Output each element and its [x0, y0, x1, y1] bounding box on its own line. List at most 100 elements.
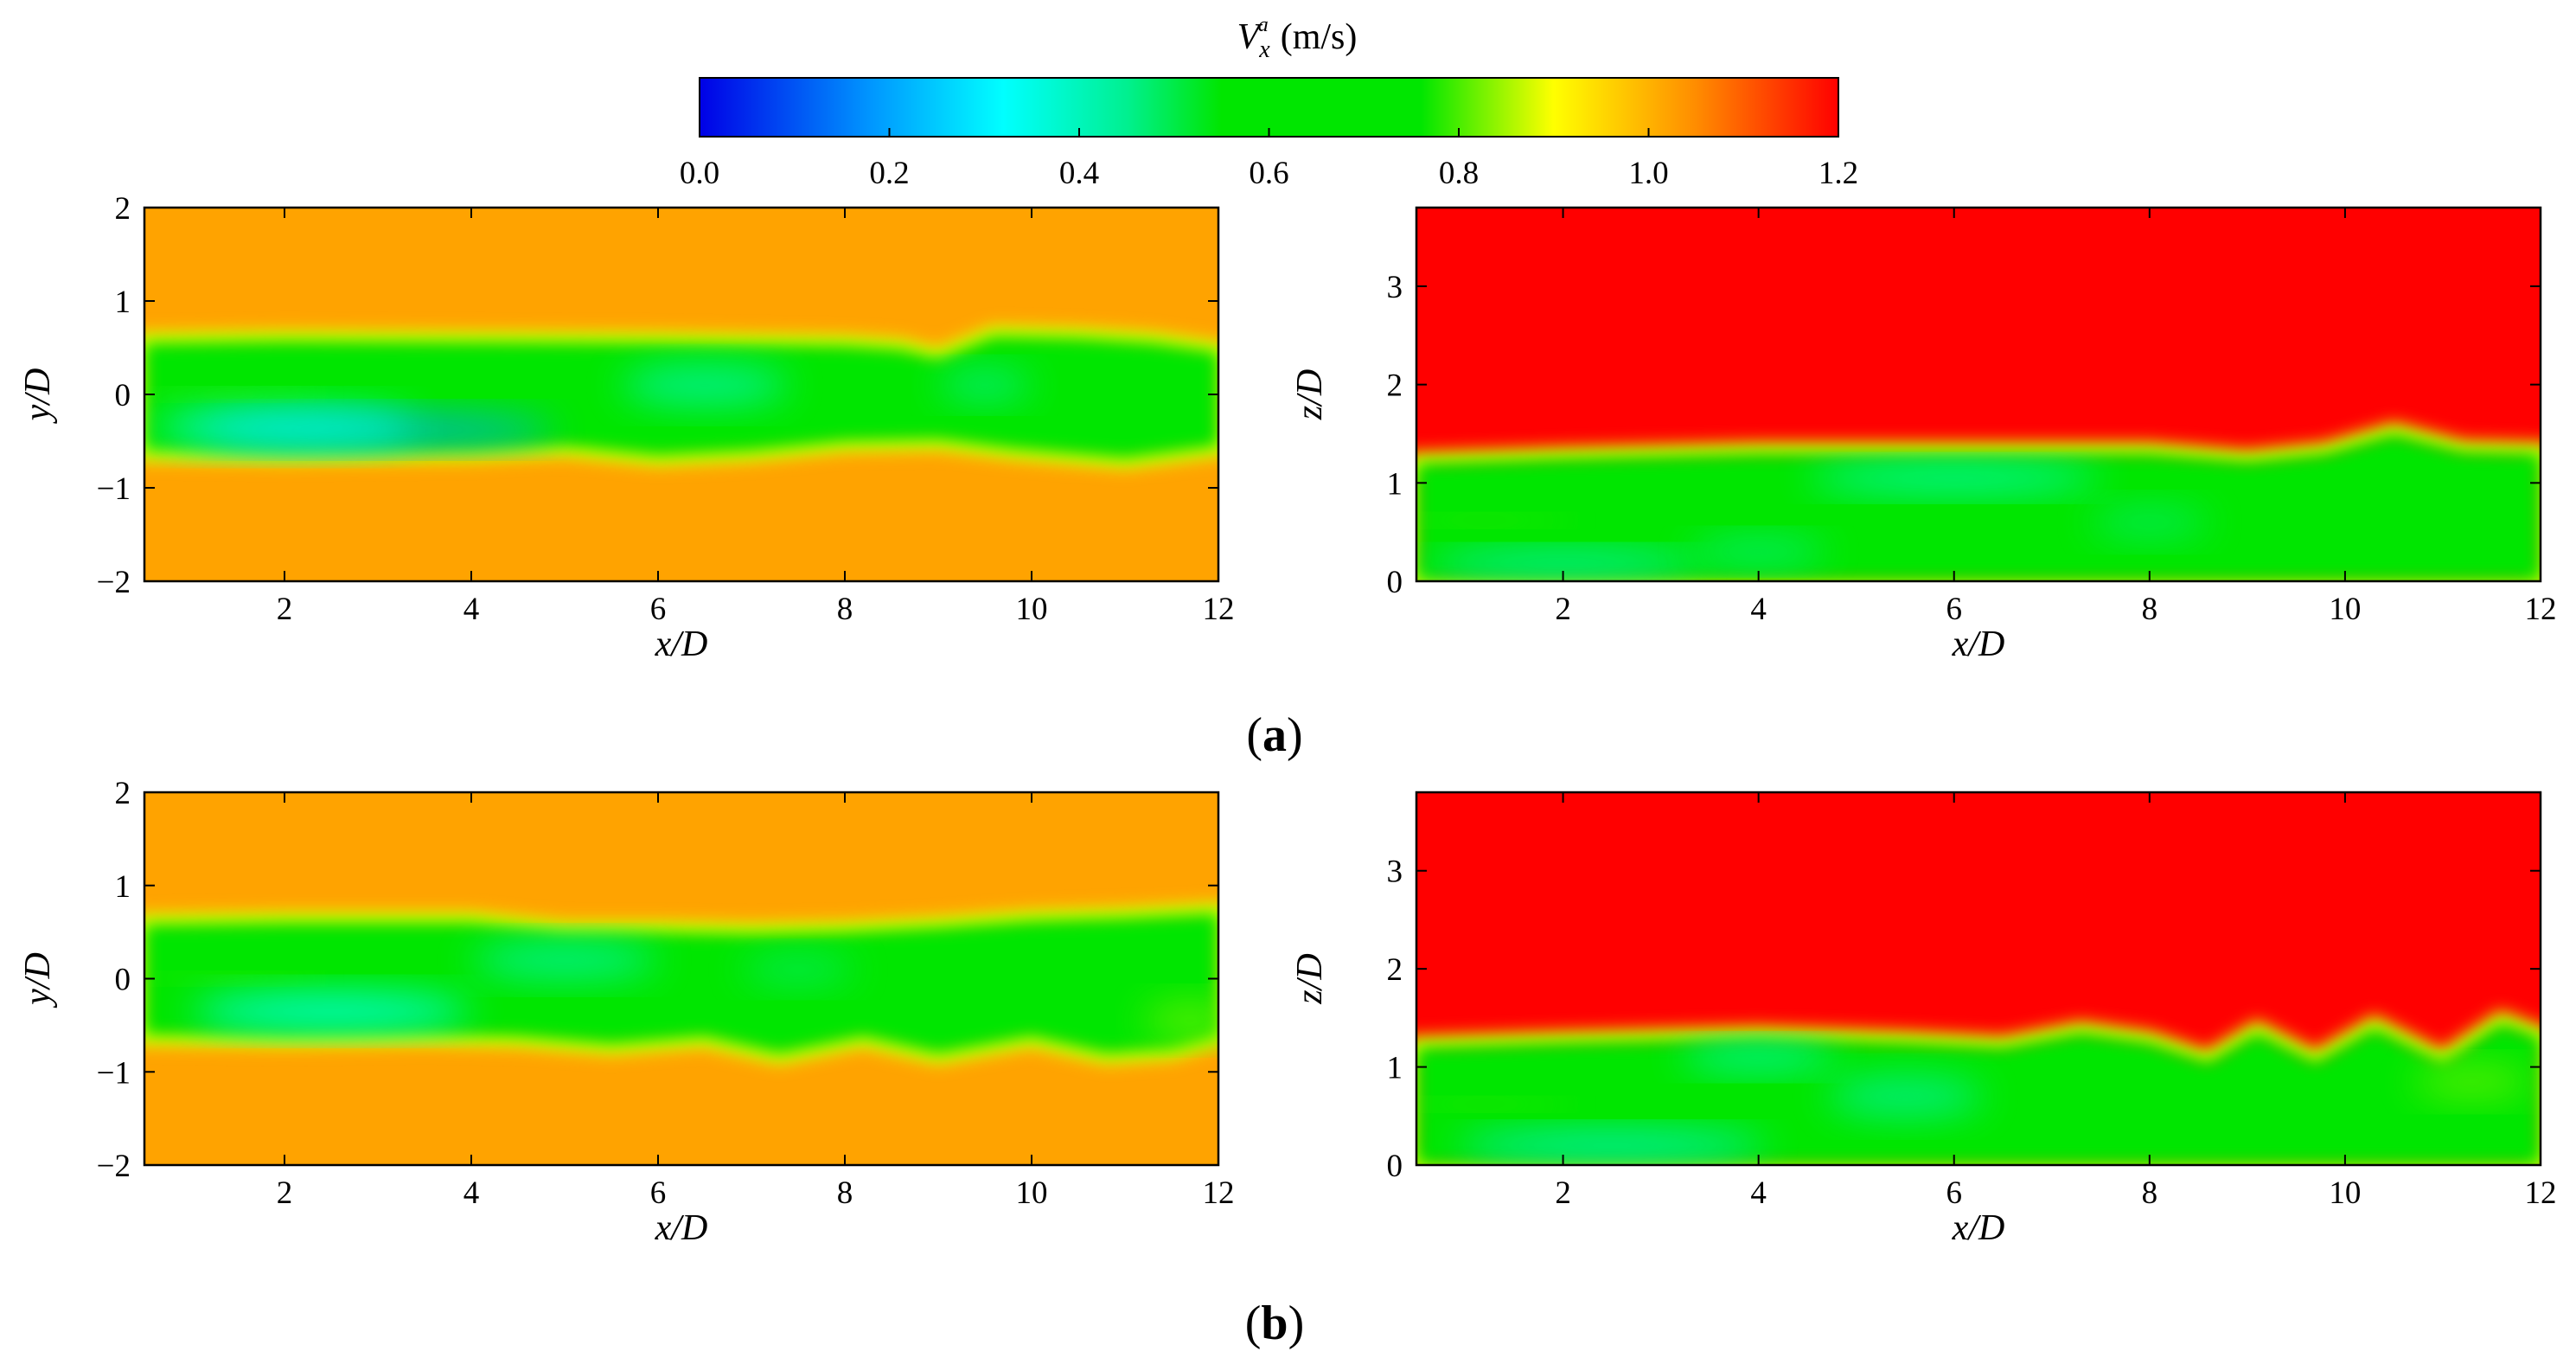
x-tick-label: 8: [837, 592, 853, 627]
velocity-region: [2413, 1066, 2531, 1097]
colorbar: Vxa (m/s) 0.0 0.2 0.4 0.6 0.8 1.0 1.2: [680, 14, 1858, 191]
y-tick-label: 2: [1387, 952, 1403, 988]
velocity-region: [620, 366, 789, 404]
colorbar-tick-label: 0.4: [1059, 156, 1099, 191]
y-tick-label: 1: [1387, 1051, 1403, 1086]
wake-region: [144, 913, 1218, 1053]
x-tick-label: 10: [1016, 592, 1048, 627]
x-tick-label: 10: [1016, 1175, 1048, 1211]
colorbar-tick-label: 1.2: [1819, 156, 1858, 191]
panel-label: (b): [1245, 1297, 1304, 1350]
y-tick-label: 1: [115, 285, 131, 320]
panel-label: (a): [1246, 708, 1302, 762]
velocity-region: [1680, 1045, 1838, 1069]
x-tick-label: 6: [650, 592, 667, 627]
colorbar-ticks: 0.0 0.2 0.4 0.6 0.8 1.0 1.2: [680, 128, 1858, 191]
x-axis-label: x/D: [655, 624, 708, 664]
x-axis-label: x/D: [1952, 1208, 2005, 1248]
colorbar-variable: V: [1237, 17, 1263, 57]
y-tick-label: 2: [115, 191, 131, 227]
x-tick-label: 6: [1946, 1175, 1962, 1211]
x-tick-label: 4: [463, 1175, 480, 1211]
y-tick-label: −1: [97, 1055, 131, 1091]
y-tick-label: 2: [115, 776, 131, 811]
shear-layer: [1416, 1010, 2541, 1165]
velocity-region: [153, 408, 416, 446]
x-tick-label: 2: [277, 592, 293, 627]
y-tick-label: −2: [97, 1149, 131, 1184]
contour-field: [1416, 208, 2541, 581]
y-axis-label: y/D: [18, 368, 58, 425]
x-tick-label: 2: [1555, 592, 1571, 627]
y-tick-label: −1: [97, 471, 131, 507]
plot-frame: [1415, 206, 2542, 583]
x-tick-label: 12: [1203, 1175, 1235, 1211]
velocity-region: [1426, 554, 1700, 573]
velocity-region: [144, 390, 323, 399]
x-tick-label: 6: [650, 1175, 667, 1211]
colorbar-superscript: a: [1258, 14, 1269, 36]
wake-region: [1416, 433, 2541, 581]
y-axis-label: y/D: [18, 952, 58, 1009]
velocity-region: [1416, 1100, 1573, 1109]
velocity-region: [144, 975, 323, 983]
y-tick-label: 1: [1387, 466, 1403, 502]
velocity-region: [1807, 465, 2101, 490]
contour-field: [144, 208, 1218, 581]
x-tick-label: 4: [463, 592, 480, 627]
x-axis-label: x/D: [1952, 624, 2005, 664]
y-tick-label: 2: [1387, 368, 1403, 404]
x-tick-label: 2: [1555, 1175, 1571, 1211]
x-tick-label: 10: [2329, 592, 2361, 627]
y-axis-label: z/D: [1290, 953, 1330, 1004]
colorbar-tick-label: 0.2: [869, 156, 909, 191]
contour-field: [144, 792, 1218, 1165]
colorbar-tick-label: 1.0: [1628, 156, 1668, 191]
velocity-region: [2091, 507, 2208, 537]
colorbar-tick-label: 0.8: [1439, 156, 1479, 191]
velocity-region: [938, 371, 1032, 400]
y-tick-label: 0: [1387, 1149, 1403, 1184]
x-tick-label: 8: [2142, 1175, 2158, 1211]
x-tick-label: 12: [2525, 1175, 2557, 1211]
colorbar-unit: (m/s): [1281, 17, 1358, 57]
x-axis-label: x/D: [655, 1208, 708, 1248]
velocity-region: [1455, 1133, 1768, 1157]
x-tick-label: 8: [2142, 592, 2158, 627]
velocity-region: [191, 994, 471, 1028]
colorbar-strip: [699, 77, 1839, 138]
velocity-region: [742, 955, 854, 983]
velocity-region: [1826, 1076, 1984, 1117]
contour-field: [1416, 792, 2541, 1165]
x-tick-label: 4: [1750, 592, 1767, 627]
x-tick-label: 8: [837, 1175, 853, 1211]
colorbar-subscript: x: [1258, 36, 1270, 63]
y-tick-label: 0: [115, 963, 131, 998]
x-tick-label: 4: [1750, 1175, 1767, 1211]
y-axis-label: z/D: [1290, 369, 1330, 420]
y-tick-label: 1: [115, 869, 131, 905]
x-tick-label: 6: [1946, 592, 1962, 627]
colorbar-title: Vxa (m/s): [1237, 14, 1358, 63]
velocity-region: [471, 943, 658, 977]
y-tick-label: 3: [1387, 270, 1403, 305]
velocity-region: [1143, 1003, 1218, 1038]
x-tick-label: 12: [1203, 592, 1235, 627]
x-tick-label: 10: [2329, 1175, 2361, 1211]
x-tick-label: 12: [2525, 592, 2557, 627]
plot-frame: [1415, 791, 2542, 1167]
x-tick-label: 2: [277, 1175, 293, 1211]
colorbar-tick-label: 0.6: [1249, 156, 1288, 191]
y-tick-label: 0: [1387, 565, 1403, 600]
y-tick-label: 3: [1387, 855, 1403, 890]
y-tick-label: −2: [97, 565, 131, 600]
y-tick-label: 0: [115, 378, 131, 413]
velocity-region: [1690, 540, 1827, 564]
colorbar-tick-label: 0.0: [680, 156, 719, 191]
